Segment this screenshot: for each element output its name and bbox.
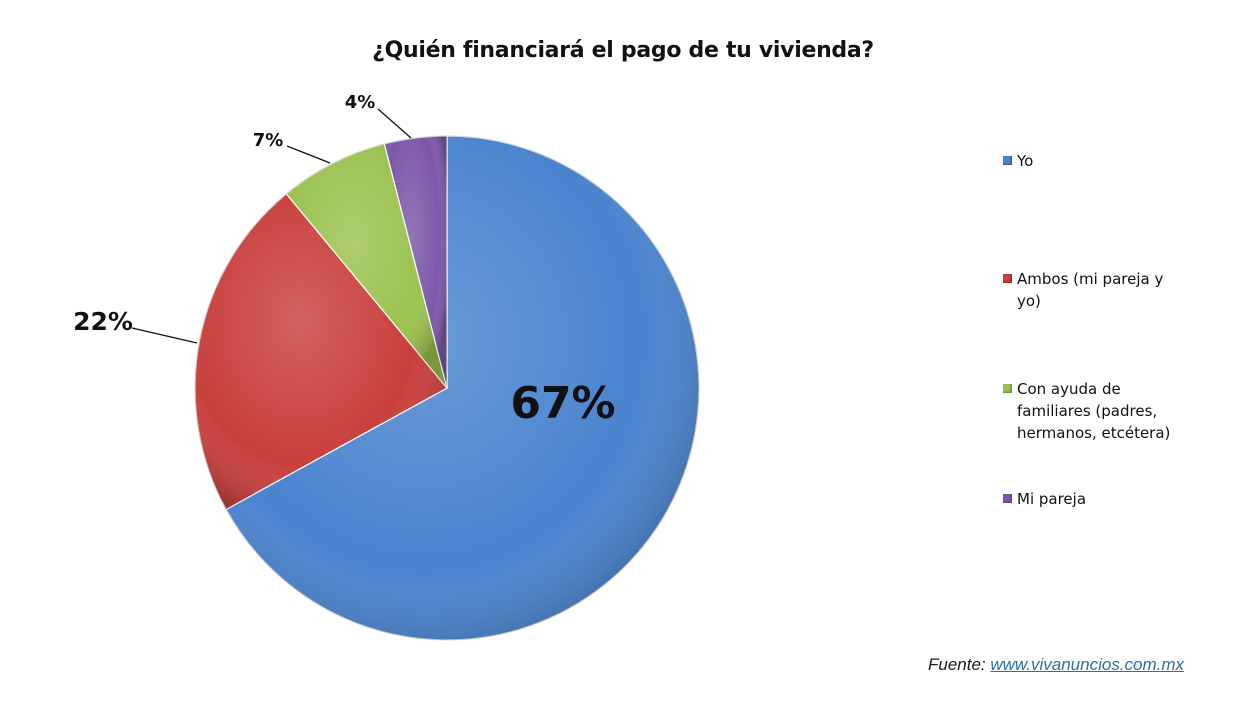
legend-swatch-1 [1003, 156, 1012, 165]
legend-label-2: Ambos (mi pareja y yo) [1017, 268, 1203, 312]
data-label-2: 22% [73, 307, 133, 336]
leader-line-3 [286, 145, 331, 164]
data-label-4: 4% [345, 92, 376, 113]
legend-swatch-3 [1003, 384, 1012, 393]
source-link[interactable]: www.vivanuncios.com.mx [990, 655, 1185, 674]
data-label-1: 67% [510, 378, 615, 429]
legend-label-line: Ambos (mi pareja y [1017, 270, 1164, 288]
legend-label-line: hermanos, etcétera) [1017, 424, 1171, 442]
pie-slice-shade-4 [384, 136, 447, 388]
pie-slice-shade-2 [194, 193, 447, 510]
legend-label-3: Con ayuda de familiares (padres, hermanos,… [1017, 378, 1203, 444]
legend-label-1: Yo [1017, 150, 1203, 172]
legend-label-line: Mi pareja [1017, 490, 1087, 508]
data-label-3: 7% [253, 130, 284, 151]
pie-slice-shade-1 [226, 136, 699, 640]
pie-rim [194, 135, 700, 641]
legend-label-line: familiares (padres, [1017, 402, 1158, 420]
pie-slice-shade-3 [286, 143, 447, 388]
legend-swatch-2 [1003, 274, 1012, 283]
leader-line-4 [377, 108, 412, 139]
leader-line-2 [131, 327, 198, 344]
source-note: Fuente: www.vivanuncios.com.mx [928, 655, 1184, 675]
legend-swatch-4 [1003, 494, 1012, 503]
legend-label-4: Mi pareja [1017, 488, 1203, 510]
legend-label-line: Yo [1017, 152, 1034, 170]
legend-label-line: yo) [1017, 292, 1041, 310]
legend-label-line: Con ayuda de [1017, 380, 1121, 398]
source-prefix: Fuente: [928, 655, 991, 674]
chart-title: ¿Quién financiará el pago de tu vivienda… [372, 38, 874, 63]
